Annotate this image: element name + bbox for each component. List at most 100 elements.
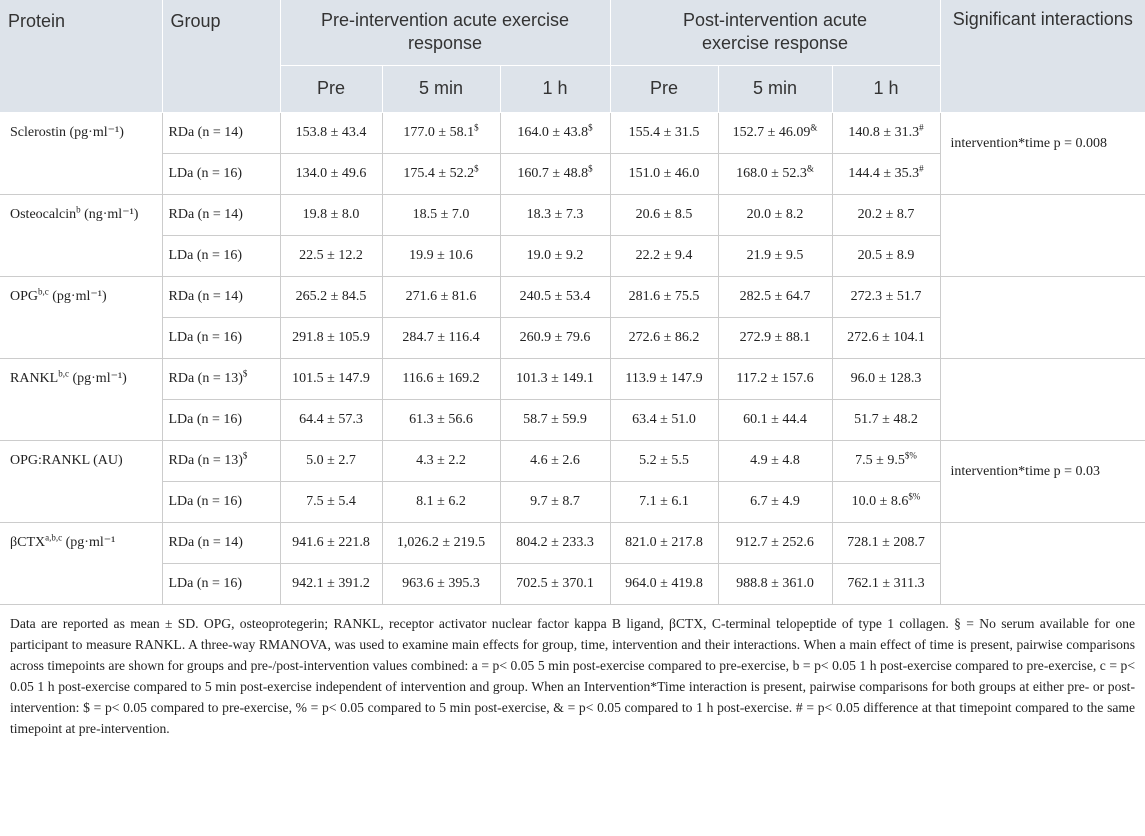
value-cell: 144.4 ± 35.3# [831,152,941,195]
value-cell: 19.9 ± 10.6 [381,234,501,277]
value-cell: 117.2 ± 157.6 [717,357,833,400]
value-cell: 4.9 ± 4.8 [717,439,833,482]
header-cell: Pre [609,65,718,113]
superscript: b,c [38,285,49,296]
value-cell: 963.6 ± 395.3 [381,562,501,605]
value-cell: 155.4 ± 31.5 [609,111,719,154]
header-cell: Group [161,0,280,113]
interaction-cell: intervention*time p = 0.008 [939,111,1145,195]
header-cell: 1 h [499,65,610,113]
cell-text: 155.4 ± 31.5 [628,124,700,140]
value-cell: 61.3 ± 56.6 [381,398,501,441]
cell-text: 63.4 ± 51.0 [632,411,696,427]
group-cell: RDa (n = 14) [161,275,281,318]
cell-text: 271.6 ± 81.6 [405,288,477,304]
superscript: b,c [58,367,69,378]
value-cell: 265.2 ± 84.5 [279,275,383,318]
value-cell: 22.2 ± 9.4 [609,234,719,277]
value-cell: 51.7 ± 48.2 [831,398,941,441]
value-cell: 282.5 ± 64.7 [717,275,833,318]
group-cell: LDa (n = 16) [162,316,281,359]
protein-unit: (pg·ml⁻¹) [52,288,107,304]
superscript: $% [904,449,917,460]
table-row: OPG:RANKL (AU) RDa (n = 13)$ 5.0 ± 2.7 4.3 … [0,439,1145,523]
cell-text: 51.7 ± 48.2 [854,411,918,427]
cell-text: LDa (n = 16) [168,329,243,345]
cell-text: 152.7 ± 46.09 [732,124,811,140]
table-header: Protein Group Pre-intervention acute exe… [0,0,1145,113]
interaction-cell [939,193,1145,277]
cell-text: 942.1 ± 391.2 [292,575,370,591]
cell-text: 21.9 ± 9.5 [746,247,804,263]
header-cell: Pre [279,65,382,113]
cell-text: 64.4 ± 57.3 [299,411,363,427]
superscript: $ [242,367,248,378]
value-cell: 272.6 ± 86.2 [609,316,719,359]
value-cell: 7.5 ± 9.5$% [831,439,941,482]
value-cell: 151.0 ± 46.0 [609,152,719,195]
interaction-text: intervention*time p = 0.03 [950,463,1100,479]
value-cell: 152.7 ± 46.09& [717,111,833,154]
group-cell: RDa (n = 14) [161,521,281,564]
cell-text: 804.2 ± 233.3 [516,534,594,550]
cell-text: RDa (n = 13) [168,370,243,386]
superscript: $% [908,490,921,501]
cell-text: 728.1 ± 208.7 [847,534,925,550]
superscript: $ [474,162,479,173]
cell-text: 140.8 ± 31.3 [848,124,920,140]
superscript: a,b,c [45,531,63,542]
value-cell: 5.0 ± 2.7 [279,439,383,482]
value-cell: 20.0 ± 8.2 [717,193,833,236]
cell-text: 6.7 ± 4.9 [750,493,800,509]
cell-text: 7.5 ± 5.4 [306,493,356,509]
cell-text: 58.7 ± 59.9 [523,411,587,427]
cell-text: 282.5 ± 64.7 [739,288,811,304]
value-cell: 18.3 ± 7.3 [499,193,611,236]
cell-text: 5.0 ± 2.7 [306,452,356,468]
interaction-cell: intervention*time p = 0.03 [939,439,1145,523]
table-row: Sclerostin (pg·ml⁻¹) RDa (n = 14) 153.8 ± … [0,111,1145,195]
cell-text: 175.4 ± 52.2 [403,165,475,181]
value-cell: 20.6 ± 8.5 [609,193,719,236]
cell-text: LDa (n = 16) [168,493,243,509]
value-cell: 702.5 ± 370.1 [499,562,611,605]
superscript: $ [474,121,479,132]
cell-text: 151.0 ± 46.0 [628,165,700,181]
value-cell: 10.0 ± 8.6$% [831,480,941,523]
cell-text: 1,026.2 ± 219.5 [396,534,486,550]
value-cell: 22.5 ± 12.2 [279,234,383,277]
interaction-cell [939,357,1145,441]
value-cell: 240.5 ± 53.4 [499,275,611,318]
cell-text: 9.7 ± 8.7 [530,493,580,509]
cell-text: 18.5 ± 7.0 [412,206,470,222]
cell-text: 60.1 ± 44.4 [743,411,807,427]
protein-unit: (pg·ml⁻¹) [69,124,124,140]
cell-text: 164.0 ± 43.8 [517,124,589,140]
header-cell: Significant interactions [939,0,1145,113]
cell-text: 702.5 ± 370.1 [516,575,594,591]
value-cell: 8.1 ± 6.2 [381,480,501,523]
value-cell: 177.0 ± 58.1$ [381,111,501,154]
superscript: $ [588,121,593,132]
cell-text: 116.6 ± 169.2 [402,370,480,386]
superscript: & [806,162,814,173]
cell-text: 272.3 ± 51.7 [850,288,922,304]
table-row: Osteocalcinb (ng·ml⁻¹) RDa (n = 14) 19.8 ±… [0,193,1145,277]
value-cell: 18.5 ± 7.0 [381,193,501,236]
value-cell: 64.4 ± 57.3 [279,398,383,441]
value-cell: 1,026.2 ± 219.5 [381,521,501,564]
group-cell: LDa (n = 16) [162,234,281,277]
protein-cell: OPGb,c (pg·ml⁻¹) [0,275,163,359]
data-table: Protein Group Pre-intervention acute exe… [0,0,1145,605]
table-body: Sclerostin (pg·ml⁻¹) RDa (n = 14) 153.8 ± … [0,111,1145,605]
cell-text: 941.6 ± 221.8 [292,534,370,550]
cell-text: LDa (n = 16) [168,165,243,181]
value-cell: 20.5 ± 8.9 [831,234,941,277]
header-row: Protein Group Pre-intervention acute exe… [0,0,1145,113]
cell-text: 4.3 ± 2.2 [416,452,466,468]
protein-name: Osteocalcin [10,206,77,222]
interaction-text: intervention*time p = 0.008 [950,135,1107,151]
cell-text: RDa (n = 14) [168,534,243,550]
cell-text: 18.3 ± 7.3 [526,206,584,222]
